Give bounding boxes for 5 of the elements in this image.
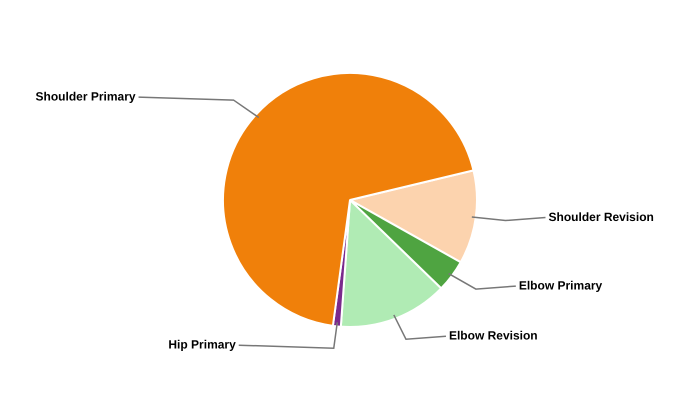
slice-label: Hip Primary: [168, 338, 236, 352]
slice-label: Elbow Primary: [518, 278, 603, 292]
slice-label: Shoulder Primary: [36, 89, 136, 104]
slice-label: Elbow Revision: [448, 328, 538, 343]
slice-label: Shoulder Revision: [548, 210, 654, 224]
